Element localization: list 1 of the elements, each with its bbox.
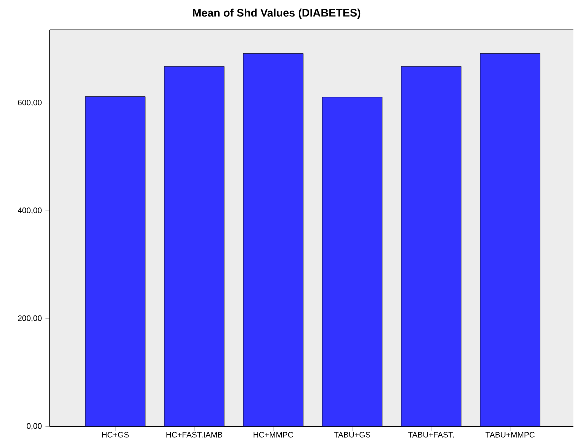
chart-title: Mean of Shd Values (DIABETES) (193, 9, 361, 20)
